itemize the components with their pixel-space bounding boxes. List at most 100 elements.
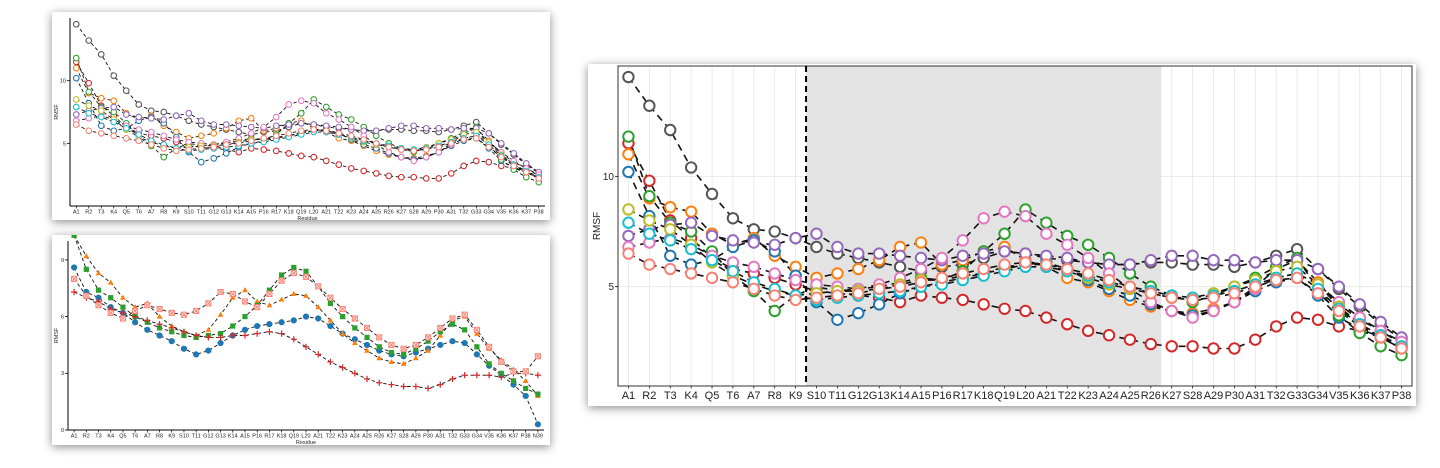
x-tick-label: S10 (807, 390, 827, 402)
data-point-triangle (351, 339, 358, 346)
data-point-circle (132, 319, 139, 326)
data-point-s2-shape (272, 147, 280, 155)
data-point-s10 (210, 143, 218, 151)
data-point-square-shape (474, 344, 480, 350)
data-point-s10-shape (85, 127, 93, 135)
data-point-s2-shape (1269, 320, 1283, 333)
data-point-s7 (310, 99, 318, 107)
data-point-square (352, 325, 358, 331)
x-tick-label: T6 (132, 434, 138, 440)
data-point-s6-shape (485, 129, 493, 137)
data-point-s9-shape (135, 131, 143, 138)
data-point-circle-shape (144, 326, 151, 333)
data-point-square (474, 344, 480, 350)
data-point-s6-shape (1061, 251, 1074, 265)
data-point-s6-shape (705, 229, 719, 243)
data-point-s10 (684, 267, 698, 280)
data-point-triangle (437, 332, 444, 338)
data-point-s9-shape (684, 242, 698, 256)
data-point-s2 (460, 162, 468, 170)
data-point-s2-shape (1311, 313, 1325, 326)
data-point-s2 (998, 302, 1011, 315)
data-point-s4 (622, 165, 635, 179)
data-point-square (535, 391, 541, 397)
data-point-s4-shape (222, 150, 230, 157)
data-point-s10-shape (684, 267, 698, 280)
data-point-square-shape (217, 331, 224, 337)
data-point-s10 (122, 134, 130, 142)
data-point-circle-shape (217, 339, 224, 347)
data-point-s10-shape (235, 140, 243, 147)
data-point-crossed-square-x2 (535, 353, 541, 360)
data-point-s2 (372, 170, 380, 177)
data-point-crossed-square (71, 275, 78, 282)
data-point-s10 (235, 140, 243, 147)
data-point-s5-shape (1040, 216, 1053, 229)
data-point-circle-shape (168, 338, 175, 345)
data-point-triangle-shape (254, 298, 261, 304)
data-point-plus (315, 351, 322, 358)
data-point-s6-shape (1123, 258, 1137, 271)
data-point-s6 (147, 114, 155, 122)
data-point-plus (205, 334, 212, 341)
data-point-triangle-shape (83, 253, 90, 259)
data-point-s7-shape (998, 205, 1011, 218)
data-point-s6-shape (684, 216, 698, 229)
data-point-s1-shape (893, 260, 907, 274)
data-point-s3-shape (622, 148, 635, 161)
x-tick-label: A21 (321, 210, 331, 216)
data-point-s6 (185, 109, 193, 117)
data-point-s6 (497, 140, 505, 147)
data-point-s1 (664, 123, 677, 137)
data-point-s2 (410, 173, 418, 181)
data-point-triangle-shape (474, 330, 480, 336)
data-point-s10 (1228, 287, 1241, 300)
data-point-triangle-shape (156, 313, 163, 319)
data-point-s2-shape (1019, 304, 1032, 318)
data-point-s2-shape (956, 293, 969, 307)
data-point-s1 (122, 87, 130, 95)
data-point-s10 (510, 162, 518, 170)
data-point-circle-shape (71, 264, 78, 271)
data-point-s7-shape (1061, 238, 1074, 251)
data-point-triangle-shape (400, 360, 407, 366)
data-point-s10 (831, 289, 844, 302)
data-point-s2-shape (397, 173, 405, 181)
data-point-square-shape (486, 361, 492, 367)
data-point-s10-shape (135, 137, 143, 145)
data-point-s10 (110, 132, 118, 140)
data-point-s4-shape (622, 165, 635, 179)
data-point-s10-shape (1228, 287, 1241, 300)
data-point-s6 (914, 251, 928, 265)
data-point-s2-shape (372, 170, 380, 177)
data-point-crossed-square (461, 311, 468, 318)
data-point-s7-shape (260, 123, 268, 131)
data-point-crossed-square-x2 (266, 291, 273, 297)
data-point-s5-shape (72, 54, 80, 62)
data-point-circle (193, 351, 200, 358)
data-point-s10 (643, 258, 656, 271)
data-point-square-shape (291, 264, 297, 271)
data-point-s10-shape (1269, 273, 1283, 287)
y-tick-label: 10 (603, 172, 615, 183)
data-point-s8 (643, 214, 656, 227)
x-tick-label: K23 (346, 210, 356, 216)
x-tick-label: L20 (301, 434, 310, 440)
data-point-s2-shape (998, 302, 1011, 315)
data-point-s7 (422, 153, 430, 161)
data-point-s6-shape (893, 249, 907, 262)
x-tick-label: G33 (459, 434, 469, 440)
data-point-s7 (914, 262, 928, 276)
data-point-s1 (684, 161, 698, 174)
data-point-s2 (435, 175, 443, 182)
data-point-s6-shape (1186, 249, 1199, 262)
data-point-s3 (247, 114, 255, 122)
x-tick-label: K27 (396, 210, 406, 216)
data-point-square (327, 300, 334, 306)
x-tick-label: T32 (448, 434, 457, 440)
data-point-square-shape (388, 349, 395, 356)
data-point-s2-shape (1228, 342, 1241, 355)
x-tick-label: A25 (371, 210, 381, 216)
x-tick-label: R26 (1141, 390, 1161, 402)
data-point-s7-shape (768, 267, 781, 280)
